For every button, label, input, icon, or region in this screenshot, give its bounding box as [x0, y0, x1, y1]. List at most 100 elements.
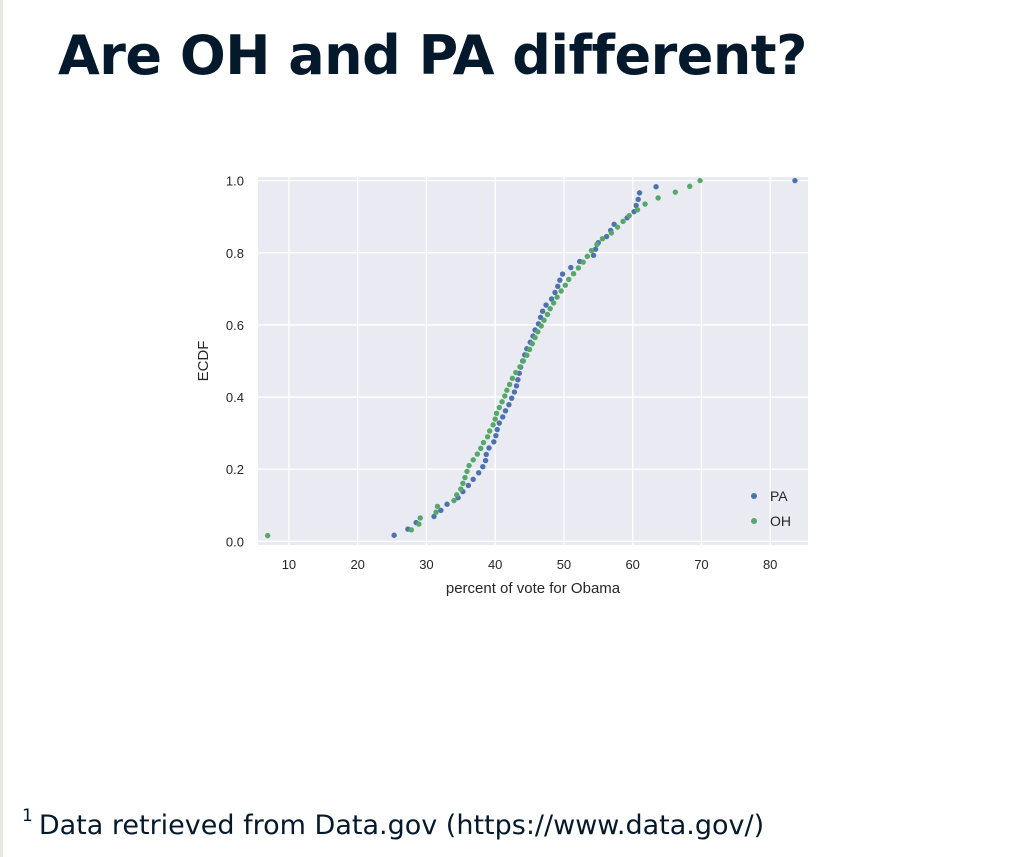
- point-oh: [434, 503, 441, 510]
- point-oh: [433, 509, 439, 515]
- point-oh: [517, 364, 523, 370]
- y-tick-label: 0.8: [226, 246, 244, 261]
- point-pa: [568, 264, 574, 271]
- point-pa: [513, 383, 520, 389]
- point-pa: [603, 233, 610, 240]
- point-oh: [520, 358, 527, 364]
- point-oh: [566, 276, 572, 283]
- x-tick-label: 50: [557, 557, 571, 572]
- point-oh: [554, 294, 560, 300]
- point-oh: [408, 527, 415, 533]
- point-oh: [620, 218, 626, 225]
- point-pa: [508, 395, 515, 401]
- y-tick-label: 0.6: [226, 318, 244, 333]
- point-oh: [558, 288, 564, 294]
- point-oh: [544, 311, 551, 318]
- footnote-text: Data retrieved from Data.gov (https://ww…: [38, 810, 765, 841]
- point-oh: [484, 434, 491, 440]
- point-oh: [532, 334, 538, 341]
- footnote-mark: 1: [22, 806, 33, 826]
- point-pa: [506, 401, 512, 408]
- point-pa: [391, 532, 397, 538]
- y-tick-label: 1.0: [226, 174, 244, 189]
- legend-marker-pa: [751, 493, 757, 499]
- point-oh: [490, 422, 496, 428]
- point-oh: [526, 346, 533, 353]
- x-tick-label: 30: [419, 557, 433, 572]
- point-pa: [431, 513, 437, 520]
- point-pa: [592, 246, 599, 252]
- point-oh: [594, 241, 600, 248]
- point-pa: [483, 451, 489, 458]
- y-tick-label: 0.0: [226, 534, 244, 549]
- point-oh: [486, 428, 493, 434]
- point-pa: [557, 277, 563, 283]
- x-axis-label: percent of vote for Obama: [446, 580, 621, 597]
- point-pa: [482, 457, 489, 464]
- point-pa: [486, 445, 492, 451]
- point-oh: [416, 521, 422, 527]
- point-oh: [480, 439, 487, 446]
- legend-marker-oh: [751, 518, 757, 524]
- point-pa: [792, 177, 798, 184]
- point-oh: [466, 462, 472, 469]
- x-tick-labels: 10 20 30 40 50 60 70 80: [282, 557, 778, 572]
- y-axis-label: ECDF: [195, 341, 212, 382]
- point-oh: [547, 305, 553, 312]
- point-oh: [499, 399, 505, 405]
- point-pa: [590, 252, 597, 258]
- point-pa: [465, 482, 472, 489]
- x-tick-label: 60: [625, 557, 639, 572]
- point-oh: [504, 387, 510, 393]
- x-tick-label: 20: [350, 557, 364, 572]
- point-oh: [538, 323, 544, 329]
- point-oh: [451, 497, 457, 504]
- slide-left-border: [0, 0, 3, 857]
- point-oh: [492, 416, 498, 422]
- point-oh: [493, 410, 500, 417]
- point-oh: [502, 393, 508, 399]
- point-oh: [524, 352, 530, 358]
- point-oh: [453, 492, 460, 498]
- point-oh: [570, 270, 577, 277]
- point-pa: [480, 464, 486, 470]
- point-pa: [515, 377, 521, 383]
- point-oh: [642, 201, 648, 207]
- plot-background: [258, 177, 808, 545]
- point-oh: [506, 381, 513, 388]
- legend: PA OH: [751, 488, 791, 529]
- point-oh: [562, 282, 569, 288]
- x-tick-label: 80: [763, 557, 777, 572]
- y-tick-label: 0.2: [226, 462, 244, 477]
- point-oh: [575, 265, 582, 271]
- point-oh: [496, 404, 503, 411]
- point-pa: [500, 414, 506, 420]
- point-oh: [687, 183, 693, 190]
- point-pa: [559, 271, 566, 277]
- x-tick-label: 70: [694, 557, 708, 572]
- y-tick-label: 0.4: [226, 390, 244, 405]
- point-oh: [464, 468, 470, 475]
- point-oh: [614, 224, 621, 230]
- point-pa: [653, 184, 659, 190]
- point-oh: [462, 474, 468, 481]
- point-oh: [417, 515, 423, 521]
- point-oh: [470, 457, 476, 463]
- point-oh: [550, 300, 557, 306]
- point-oh: [672, 189, 679, 195]
- point-oh: [458, 486, 464, 492]
- point-oh: [584, 253, 591, 260]
- footnote: 1 Data retrieved from Data.gov (https://w…: [22, 806, 764, 841]
- point-pa: [548, 296, 555, 302]
- point-oh: [460, 480, 466, 487]
- point-pa: [438, 507, 444, 514]
- point-pa: [502, 408, 509, 414]
- point-pa: [555, 283, 561, 290]
- point-oh: [529, 340, 536, 347]
- point-pa: [491, 439, 497, 445]
- point-oh: [541, 317, 547, 323]
- gridlines: [258, 177, 808, 545]
- point-pa: [494, 426, 500, 433]
- point-oh: [634, 207, 641, 213]
- point-pa: [633, 202, 639, 209]
